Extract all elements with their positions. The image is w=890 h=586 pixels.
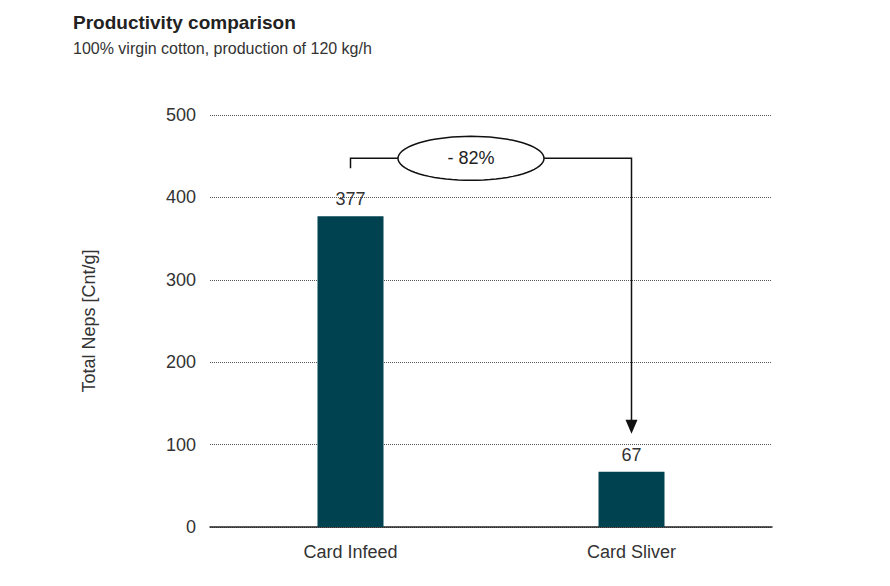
svg-text:Total Neps [Cnt/g]: Total Neps [Cnt/g] — [79, 249, 99, 392]
svg-text:300: 300 — [166, 270, 196, 290]
svg-text:100% virgin cotton, production: 100% virgin cotton, production of 120 kg… — [73, 40, 372, 57]
svg-text:0: 0 — [186, 517, 196, 537]
svg-text:- 82%: - 82% — [447, 148, 494, 168]
svg-text:67: 67 — [621, 445, 641, 465]
svg-text:100: 100 — [166, 435, 196, 455]
svg-text:500: 500 — [166, 105, 196, 125]
svg-text:200: 200 — [166, 352, 196, 372]
svg-text:400: 400 — [166, 187, 196, 207]
svg-text:377: 377 — [335, 189, 365, 209]
svg-text:Productivity comparison: Productivity comparison — [73, 12, 296, 33]
svg-text:Card Sliver: Card Sliver — [587, 542, 676, 562]
svg-text:Card Infeed: Card Infeed — [303, 542, 397, 562]
